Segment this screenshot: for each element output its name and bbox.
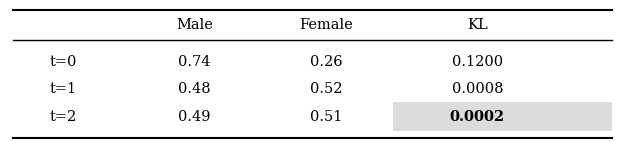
Text: 0.52: 0.52 [310,82,343,96]
Bar [392,102,612,131]
Text: 0.74: 0.74 [178,55,211,69]
Text: Male: Male [176,18,213,32]
Text: t=2: t=2 [49,110,77,124]
Text: 0.0008: 0.0008 [452,82,503,96]
Text: 0.51: 0.51 [310,110,343,124]
Text: 0.49: 0.49 [178,110,211,124]
Text: KL: KL [467,18,488,32]
Text: 0.48: 0.48 [178,82,211,96]
Text: t=1: t=1 [49,82,77,96]
Text: t=0: t=0 [49,55,77,69]
Text: Female: Female [300,18,354,32]
Text: 0.0002: 0.0002 [450,110,505,124]
Text: 0.26: 0.26 [310,55,343,69]
Text: 0.1200: 0.1200 [452,55,503,69]
